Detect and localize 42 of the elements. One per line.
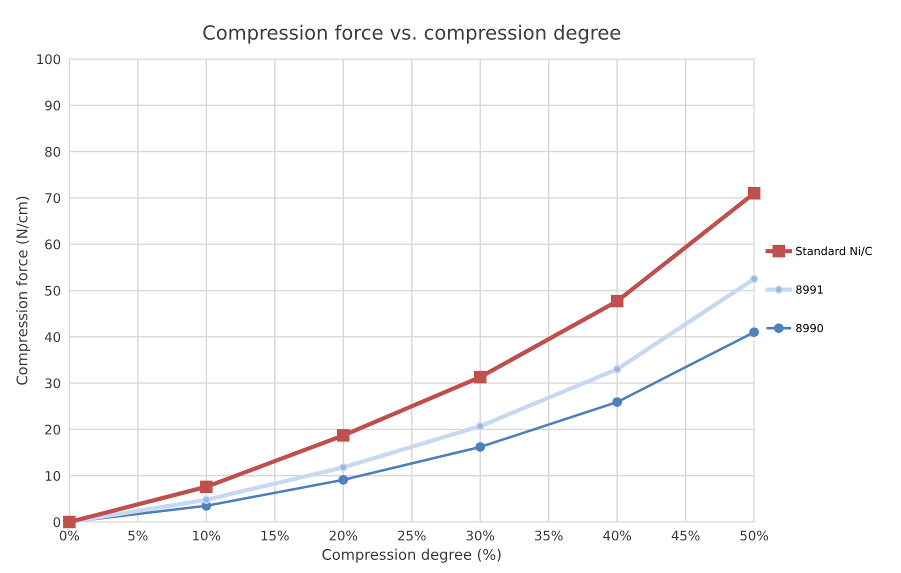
x-tick-label: 10%: [193, 530, 220, 541]
y-tick-label: 30: [45, 378, 60, 388]
x-tick-label: 20%: [330, 530, 358, 541]
point: [750, 274, 758, 284]
point: [337, 429, 350, 442]
point: [339, 463, 348, 472]
point: [612, 397, 622, 407]
y-tick-label: 20: [45, 424, 60, 435]
y-tick-label: 90: [45, 100, 60, 111]
legend-label: Standard Ni/C: [796, 246, 872, 256]
y-tick-label: 80: [45, 146, 60, 157]
x-tick-label: 0%: [60, 530, 80, 541]
point: [474, 370, 486, 384]
x-tick-label: 40%: [603, 530, 632, 541]
x-tick-label: 15%: [262, 530, 289, 541]
x-axis-title: Compression degree (%): [322, 548, 501, 563]
x-tick-label: 30%: [466, 530, 494, 541]
point: [749, 327, 759, 338]
point: [338, 475, 348, 485]
y-tick-label: 60: [45, 239, 60, 250]
y-tick-label: 40: [44, 332, 60, 342]
y-axis-title: Compression force (N/cm): [16, 196, 30, 385]
x-tick-label: 50%: [740, 530, 768, 541]
legend-label: 8991: [796, 285, 823, 294]
point: [613, 365, 622, 374]
y-tick-label: 10: [46, 470, 60, 481]
y-tick-label: 0: [54, 517, 60, 528]
y-tick-label: 50: [45, 286, 60, 296]
point: [475, 442, 486, 452]
point: [202, 496, 210, 504]
point: [748, 187, 760, 200]
y-tick-label: 100: [37, 54, 60, 64]
point: [610, 294, 624, 308]
x-tick-label: 25%: [398, 530, 426, 541]
point: [200, 480, 213, 494]
y-tick-label: 70: [45, 193, 60, 204]
point: [476, 422, 484, 430]
chart-title: Compression force vs. compression degree: [203, 24, 620, 44]
x-tick-label: 5%: [128, 530, 148, 541]
x-tick-label: 45%: [672, 530, 700, 541]
legend-label: 8990: [796, 324, 823, 332]
x-tick-label: 35%: [535, 530, 563, 541]
